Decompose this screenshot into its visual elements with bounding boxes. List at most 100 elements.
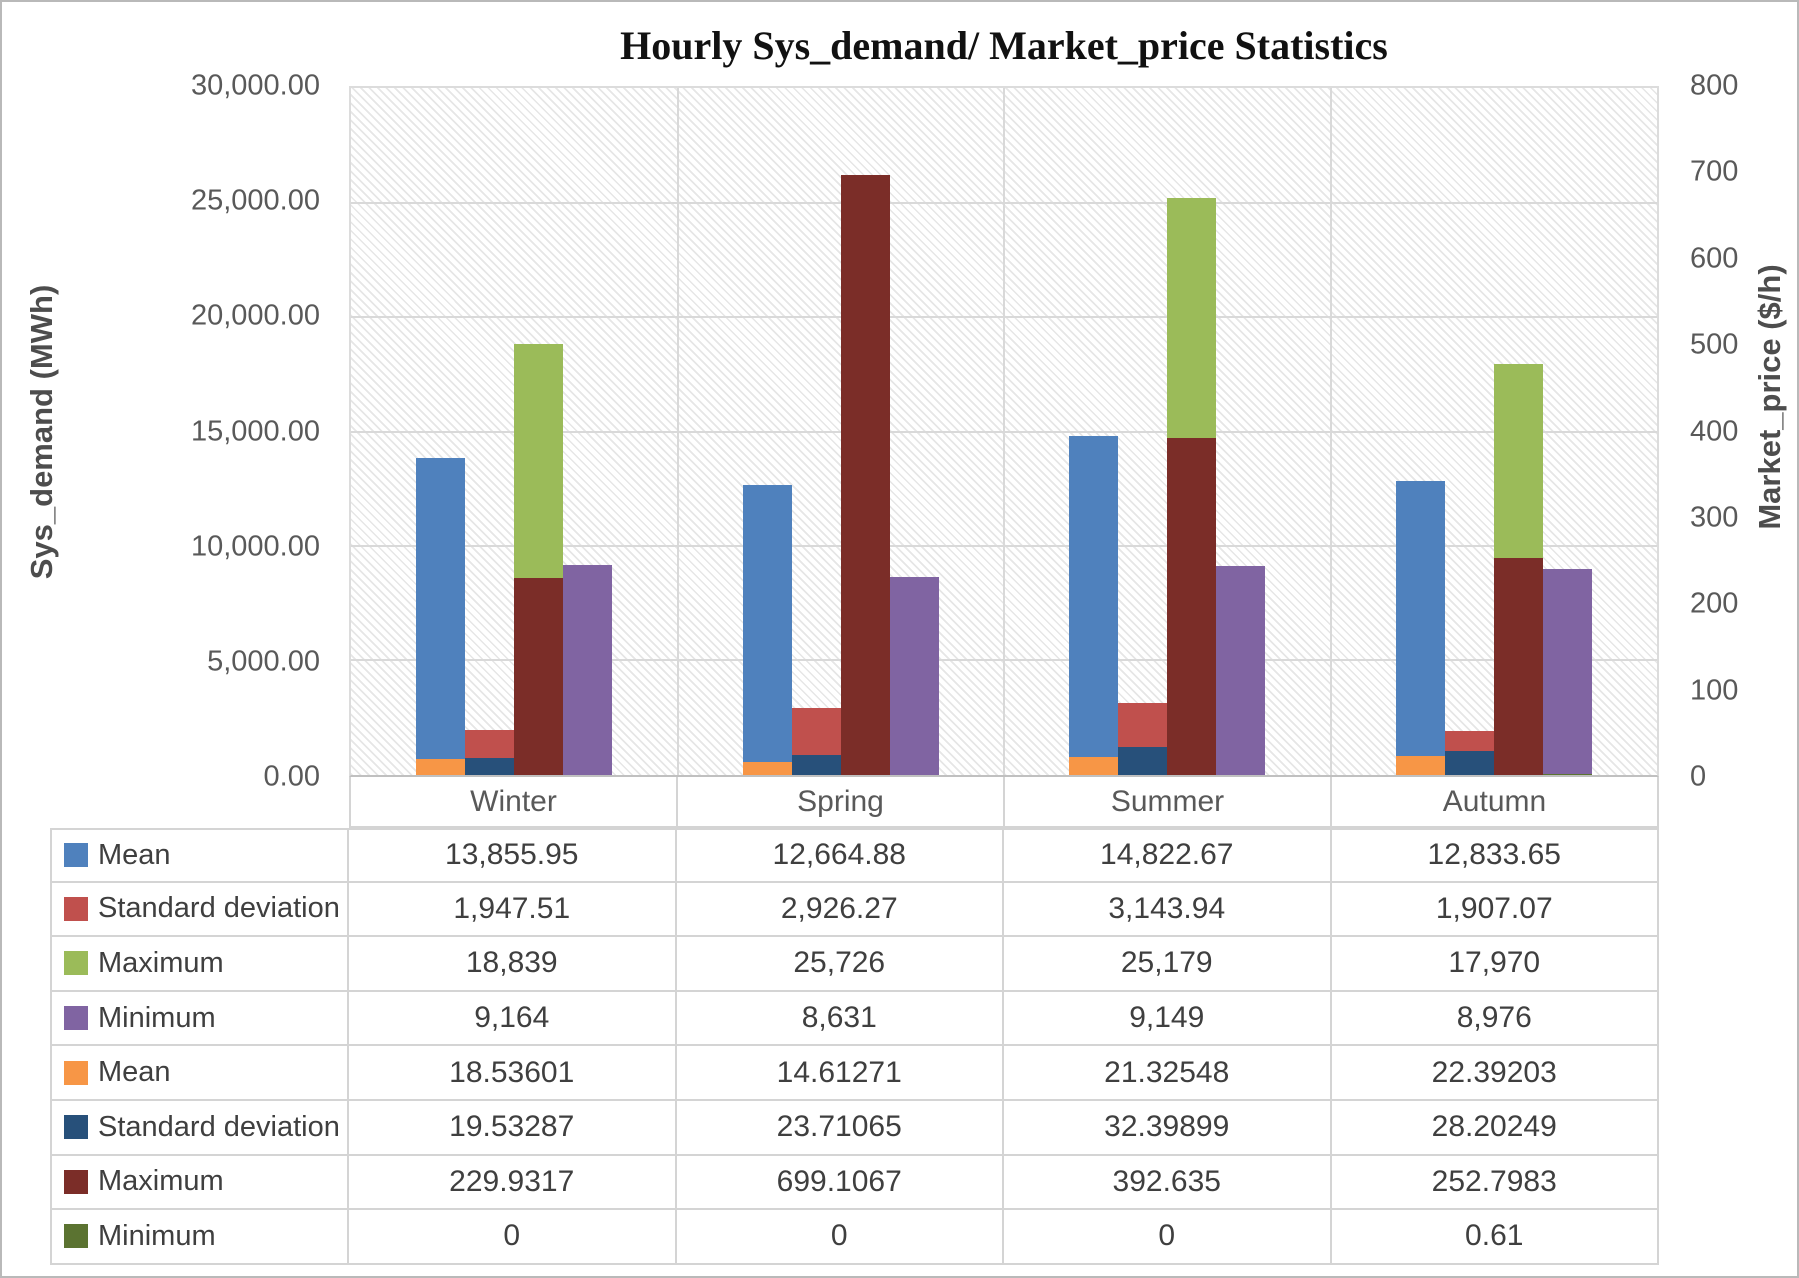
legend-key-icon	[64, 843, 88, 868]
table-cell: 8,631	[677, 991, 1004, 1045]
right-axis-tick: 600	[1690, 242, 1739, 275]
table-row-minimum: Minimum 0 0 0 0.61	[50, 1210, 1659, 1265]
row-label-text: Standard deviation	[98, 1110, 340, 1143]
row-label-text: Minimum	[98, 1001, 216, 1034]
row-label-text: Maximum	[98, 1165, 224, 1198]
category-label-winter: Winter	[349, 777, 678, 826]
table-cell: 229.9317	[349, 1155, 677, 1209]
table-row-mean: Mean 18.53601 14.61271 21.32548 22.39203	[50, 1046, 1659, 1101]
row-label: Mean	[50, 830, 349, 881]
table-cell: 32.39899	[1004, 1100, 1332, 1154]
category-separator-line	[676, 88, 679, 775]
table-cell: 21.32548	[1004, 1046, 1332, 1099]
table-cell: 23.71065	[677, 1100, 1004, 1154]
table-cell: 13,855.95	[349, 830, 677, 881]
category-separator-line	[1329, 88, 1332, 775]
table-cell: 1,947.51	[349, 882, 677, 936]
bar-group-winter	[351, 88, 678, 775]
bar-sys-demand-minimum-winter	[563, 565, 613, 775]
table-cell: 14.61271	[677, 1046, 1004, 1099]
left-axis-tick: 20,000.00	[190, 299, 320, 332]
left-axis-tick: 25,000.00	[190, 184, 320, 217]
row-label-text: Maximum	[98, 946, 224, 979]
right-axis-tick: 200	[1690, 587, 1739, 620]
table-cell: 18.53601	[349, 1046, 677, 1099]
bar-market-price-mean-autumn	[1395, 755, 1445, 775]
row-label: Maximum	[50, 1155, 349, 1209]
bar-market-price-standard-deviation-autumn	[1444, 750, 1494, 775]
row-label: Minimum	[50, 991, 349, 1045]
table-cell: 8,976	[1332, 991, 1659, 1045]
category-separator-line	[1003, 88, 1005, 775]
right-axis-tick: 0	[1690, 760, 1707, 793]
right-axis-tick: 700	[1690, 155, 1739, 188]
table-cell: 1,907.07	[1332, 882, 1659, 936]
table-cell: 2,926.27	[677, 882, 1004, 936]
table-cell: 9,164	[349, 991, 677, 1045]
row-label: Standard deviation	[50, 1100, 349, 1154]
table-cell: 0	[349, 1210, 677, 1263]
bar-group-summer	[1004, 88, 1331, 775]
bar-group-autumn	[1331, 88, 1658, 775]
bar-sys-demand-minimum-summer	[1216, 565, 1266, 775]
legend-key-icon	[64, 896, 88, 921]
table-row-mean: Mean 13,855.95 12,664.88 14,822.67 12,833.65	[50, 828, 1659, 883]
left-axis-tick: 15,000.00	[190, 415, 320, 447]
bar-sys-demand-mean-summer	[1069, 435, 1119, 775]
table-cell: 12,664.88	[677, 830, 1004, 881]
table-row-standard-deviation: Standard deviation 19.53287 23.71065 32.398…	[50, 1100, 1659, 1156]
table-row-standard-deviation: Standard deviation 1,947.51 2,926.27 3,143.…	[50, 882, 1659, 938]
bar-market-price-mean-winter	[416, 759, 466, 775]
plot-area	[349, 86, 1659, 777]
left-axis-tick: 5,000.00	[207, 645, 320, 678]
right-axis-tick: 100	[1690, 674, 1739, 707]
table-cell: 25,179	[1004, 937, 1332, 990]
legend-key-icon	[64, 1169, 88, 1194]
bar-market-price-maximum-summer	[1167, 437, 1217, 775]
bar-sys-demand-mean-spring	[742, 484, 792, 775]
bar-market-price-mean-summer	[1069, 756, 1119, 775]
table-cell: 12,833.65	[1332, 830, 1659, 881]
bar-sys-demand-mean-autumn	[1395, 481, 1445, 775]
row-label: Minimum	[50, 1210, 349, 1263]
table-cell: 0.61	[1332, 1210, 1659, 1263]
table-cell: 22.39203	[1332, 1046, 1659, 1099]
bar-sys-demand-minimum-autumn	[1542, 569, 1592, 775]
legend-key-icon	[64, 951, 88, 976]
legend-key-icon	[64, 1224, 88, 1249]
row-label: Maximum	[50, 937, 349, 990]
table-cell: 25,726	[677, 937, 1004, 990]
row-label-text: Mean	[98, 1056, 171, 1089]
category-header-row: Winter Spring Summer Autumn	[349, 777, 1659, 828]
table-cell: 0	[1004, 1210, 1332, 1263]
bar-sys-demand-minimum-spring	[889, 577, 939, 775]
table-cell: 28.20249	[1332, 1100, 1659, 1154]
right-axis-tick: 400	[1690, 415, 1739, 447]
row-label: Mean	[50, 1046, 349, 1099]
bar-group-spring	[678, 88, 1005, 775]
bar-sys-demand-mean-winter	[416, 457, 466, 775]
table-cell: 252.7983	[1332, 1155, 1659, 1209]
table-cell: 392.635	[1004, 1155, 1332, 1209]
table-row-minimum: Minimum 9,164 8,631 9,149 8,976	[50, 991, 1659, 1047]
legend-key-icon	[64, 1115, 88, 1140]
left-axis-title: Sys_demand (MWh)	[24, 284, 59, 580]
row-label-text: Mean	[98, 838, 171, 871]
left-axis-tick: 0.00	[263, 760, 320, 793]
row-label-text: Minimum	[98, 1219, 216, 1252]
row-label-text: Standard deviation	[98, 892, 340, 925]
bar-market-price-maximum-autumn	[1493, 557, 1543, 775]
bar-market-price-standard-deviation-spring	[791, 754, 841, 775]
table-row-maximum: Maximum 18,839 25,726 25,179 17,970	[50, 937, 1659, 992]
bar-market-price-standard-deviation-winter	[465, 758, 515, 775]
table-cell: 14,822.67	[1004, 830, 1332, 881]
left-axis-tick: 10,000.00	[190, 530, 320, 563]
chart-title: Hourly Sys_demand/ Market_price Statisti…	[620, 23, 1388, 68]
bar-market-price-standard-deviation-summer	[1118, 747, 1168, 775]
right-axis-title: Market_price ($/h)	[1752, 264, 1787, 530]
data-table: Mean 13,855.95 12,664.88 14,822.67 12,833.65…	[50, 828, 1659, 1265]
right-axis-tick: 500	[1690, 328, 1739, 361]
category-label-spring: Spring	[678, 777, 1005, 826]
table-cell: 3,143.94	[1004, 882, 1332, 936]
